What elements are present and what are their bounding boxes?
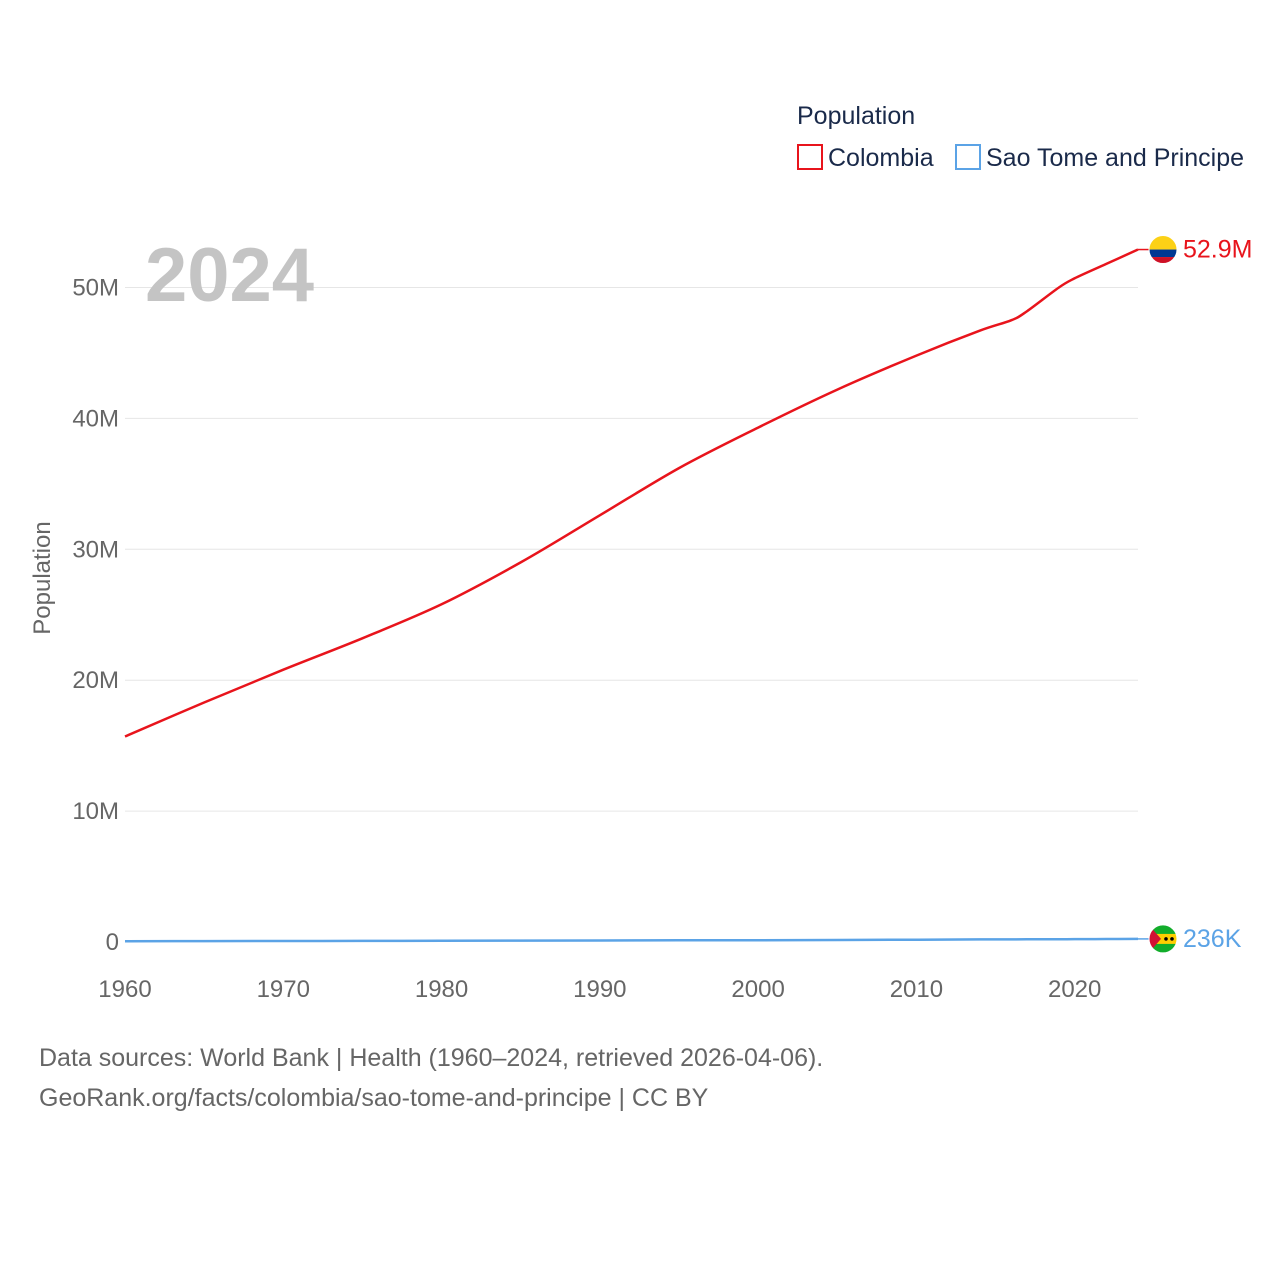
- y-tick-label: 10M: [72, 798, 119, 825]
- y-tick-label: 30M: [72, 536, 119, 563]
- series-end-markers: 52.9M 236K: [1138, 235, 1252, 954]
- y-axis-title: Population: [29, 521, 56, 634]
- series-lines: [124, 248, 1139, 943]
- end-label-colombia: 52.9M: [1183, 236, 1252, 264]
- population-chart: 0 10M 20M 30M 40M 50M 1960 1970 1980 1990 2000 201…: [29, 102, 1252, 1003]
- x-tick-label: 1960: [98, 976, 151, 1003]
- y-tick-label: 0: [106, 929, 119, 956]
- y-tick-label: 50M: [72, 275, 119, 302]
- x-tick-label: 1970: [257, 976, 310, 1003]
- legend-swatch-colombia[interactable]: [797, 144, 823, 170]
- series-line-colombia[interactable]: [124, 248, 1139, 738]
- x-tick-label: 2010: [890, 976, 943, 1003]
- x-tick-label: 1990: [573, 976, 626, 1003]
- flag-icon-colombia: [1148, 235, 1178, 265]
- y-tick-label: 20M: [72, 667, 119, 694]
- legend-label-colombia[interactable]: Colombia: [828, 144, 934, 172]
- x-tick-label: 1980: [415, 976, 468, 1003]
- legend: Population Colombia Sao Tome and Princip…: [797, 102, 1244, 172]
- footer-link[interactable]: GeoRank.org/facts/colombia/sao-tome-and-…: [39, 1084, 709, 1112]
- y-tick-label: 40M: [72, 405, 119, 432]
- series-line-sao-tome[interactable]: [124, 937, 1139, 943]
- legend-title: Population: [797, 102, 915, 130]
- year-label: 2024: [145, 233, 314, 318]
- x-tick-label: 2020: [1048, 976, 1101, 1003]
- footer-sources: Data sources: World Bank | Health (1960–…: [39, 1044, 824, 1072]
- x-axis-ticks: 1960 1970 1980 1990 2000 2010 2020: [98, 976, 1101, 1003]
- legend-swatch-sao-tome[interactable]: [955, 144, 981, 170]
- flag-icon-sao-tome: [1148, 924, 1178, 954]
- end-label-sao-tome: 236K: [1183, 925, 1242, 953]
- x-tick-label: 2000: [731, 976, 784, 1003]
- y-axis-ticks: 0 10M 20M 30M 40M 50M: [72, 275, 119, 957]
- legend-label-sao-tome[interactable]: Sao Tome and Principe: [986, 144, 1244, 172]
- grid-lines: [125, 287, 1138, 812]
